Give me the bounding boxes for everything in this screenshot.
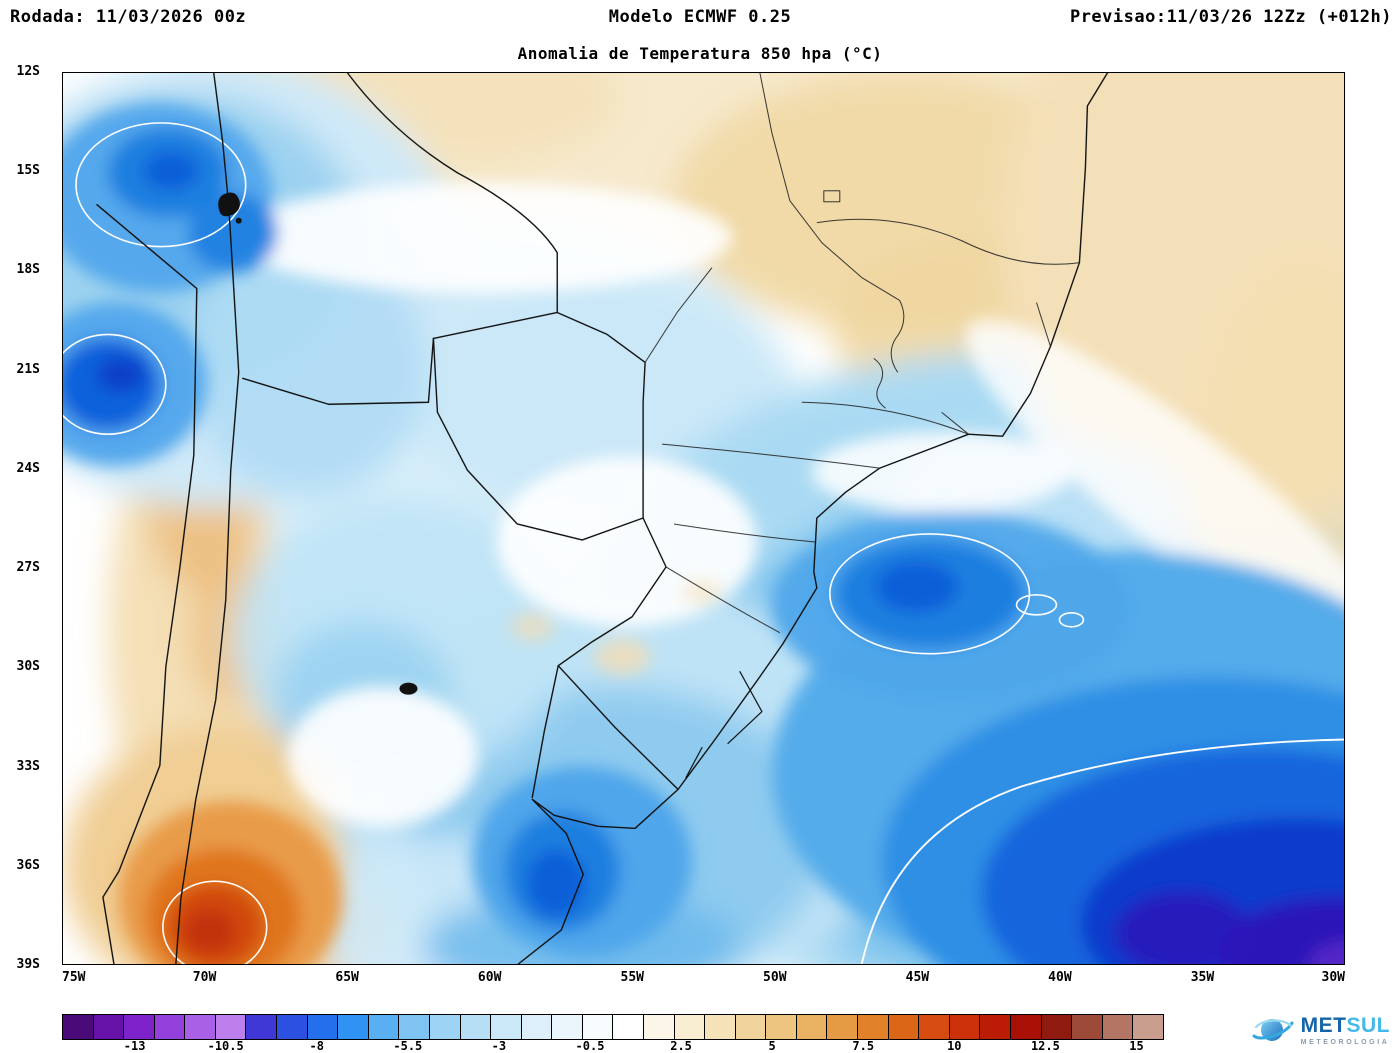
colorbar-tick-label: -5.5: [393, 1039, 423, 1053]
state-borders: [644, 73, 1080, 634]
lat-tick-label: 30S: [16, 659, 40, 675]
lon-tick-label: 75W: [62, 970, 86, 985]
colorbar-cell: [919, 1015, 950, 1039]
lon-tick-label: 30W: [1321, 970, 1345, 985]
colorbar-tick-label: 15: [1129, 1039, 1144, 1053]
colorbar: [62, 1014, 1164, 1040]
lat-tick-label: 36S: [16, 857, 40, 873]
lat-tick-label: 33S: [16, 758, 40, 774]
anomaly-field-cores: [63, 102, 1344, 964]
colorbar-cell: [63, 1015, 94, 1039]
colorbar-tick-label: -13: [123, 1039, 146, 1053]
lat-tick-label: 27S: [16, 560, 40, 576]
logo-met: MET: [1300, 1013, 1347, 1037]
colorbar-cell: [460, 1015, 492, 1039]
colorbar-cell: [980, 1015, 1011, 1039]
metsul-globe-icon: [1252, 1019, 1294, 1041]
lon-tick-label: 40W: [1048, 970, 1072, 985]
colorbar-cell: [705, 1015, 736, 1039]
lon-axis: 75W 70W 65W 60W 55W 50W 45W 40W 35W 30W: [62, 970, 1345, 988]
lon-tick-label: 60W: [477, 970, 502, 985]
metsul-logo-text: METSUL METEOROLOGIA: [1301, 1015, 1390, 1046]
lon-tick-label: 45W: [905, 970, 930, 985]
lat-tick-label: 21S: [16, 361, 40, 377]
metsul-logo: METSUL METEOROLOGIA: [1252, 1012, 1390, 1048]
lon-tick-label: 50W: [763, 970, 787, 985]
lat-axis: 12S 15S 18S 21S 24S 27S 30S 33S 36S 39S: [0, 64, 56, 972]
colorbar-tick-label: -3: [491, 1039, 507, 1053]
lat-tick-label: 12S: [16, 64, 40, 79]
lon-tick-label: 35W: [1190, 970, 1215, 985]
logo-sul: SUL: [1346, 1013, 1390, 1037]
colorbar-tick-label: -10.5: [207, 1039, 244, 1053]
lat-tick-label: 18S: [16, 262, 40, 278]
forecast-label: Previsao:11/03/26 12Zz (+012h): [1069, 7, 1392, 27]
colorbar-cell: [93, 1015, 125, 1039]
colorbar-cell: [368, 1015, 400, 1039]
colorbar-tick-label: 5: [768, 1039, 776, 1053]
colorbar-tick-label: 2.5: [670, 1039, 692, 1053]
metsul-logo-name: METSUL: [1301, 1015, 1390, 1036]
model-label: Modelo ECMWF 0.25: [608, 7, 792, 27]
colorbar-cell: [1102, 1015, 1134, 1039]
lat-tick-label: 24S: [16, 460, 40, 476]
pacific-coastline: [96, 204, 198, 964]
colorbar-cell: [154, 1015, 186, 1039]
lakes: [218, 192, 418, 695]
coastal-lagoons: [685, 671, 763, 779]
colorbar-tick-label: 7.5: [852, 1039, 875, 1053]
colorbar-cell: [949, 1015, 981, 1039]
andes-border: [175, 287, 240, 964]
colorbar-cell: [643, 1015, 675, 1039]
colorbar-tick-label: -0.5: [575, 1039, 605, 1053]
colorbar-cell: [827, 1015, 859, 1039]
colorbar-tick-label: 10: [947, 1039, 962, 1053]
colorbar-cell: [521, 1015, 553, 1039]
colorbar-cell: [613, 1015, 644, 1039]
colorbar-cell: [1133, 1015, 1163, 1039]
colorbar-cell: [277, 1015, 308, 1039]
anomaly-map-canvas: [63, 73, 1344, 964]
colorbar-cell: [888, 1015, 920, 1039]
metsul-logo-subtitle: METEOROLOGIA: [1300, 1038, 1390, 1046]
colorbar-cell: [124, 1015, 155, 1039]
colorbar-cell: [674, 1015, 706, 1039]
distrito-federal-outline: [823, 190, 841, 203]
colorbar-cell: [1010, 1015, 1042, 1039]
colorbar-cell: [491, 1015, 522, 1039]
colorbar-cell: [399, 1015, 430, 1039]
run-label: Rodada: 11/03/2026 00z: [10, 7, 247, 27]
colorbar-cell: [552, 1015, 583, 1039]
map-title: Anomalia de Temperatura 850 hpa (°C): [517, 44, 883, 63]
colorbar-cell: [735, 1015, 767, 1039]
colorbar-tick-label: -8: [309, 1039, 324, 1053]
colorbar-cell: [429, 1015, 461, 1039]
colorbar-cell: [246, 1015, 278, 1039]
lake-mar-chiquita: [399, 682, 418, 695]
colorbar-cell: [1072, 1015, 1103, 1039]
contour-lines: [63, 122, 1344, 964]
lon-tick-label: 70W: [192, 970, 217, 985]
lat-tick-label: 15S: [16, 163, 40, 179]
colorbar-tick-label: 12.5: [1030, 1039, 1060, 1053]
colorbar-cell: [582, 1015, 614, 1039]
colorbar-cell: [215, 1015, 247, 1039]
colorbar-cell: [1041, 1015, 1073, 1039]
colorbar-cell: [185, 1015, 216, 1039]
colorbar-cell: [796, 1015, 828, 1039]
colorbar-cell: [858, 1015, 889, 1039]
colorbar-cell: [766, 1015, 797, 1039]
lat-tick-label: 39S: [16, 956, 40, 972]
map-frame: [62, 72, 1345, 965]
lon-tick-label: 65W: [335, 970, 359, 985]
lon-tick-label: 55W: [620, 970, 644, 985]
colorbar-ticks: -13 -10.5 -8 -5.5 -3 -0.5 2.5 5 7.5 10 12.5 15: [62, 1039, 1162, 1053]
colorbar-cell: [338, 1015, 369, 1039]
lake-titicaca: [218, 192, 240, 217]
colorbar-cell: [307, 1015, 339, 1039]
